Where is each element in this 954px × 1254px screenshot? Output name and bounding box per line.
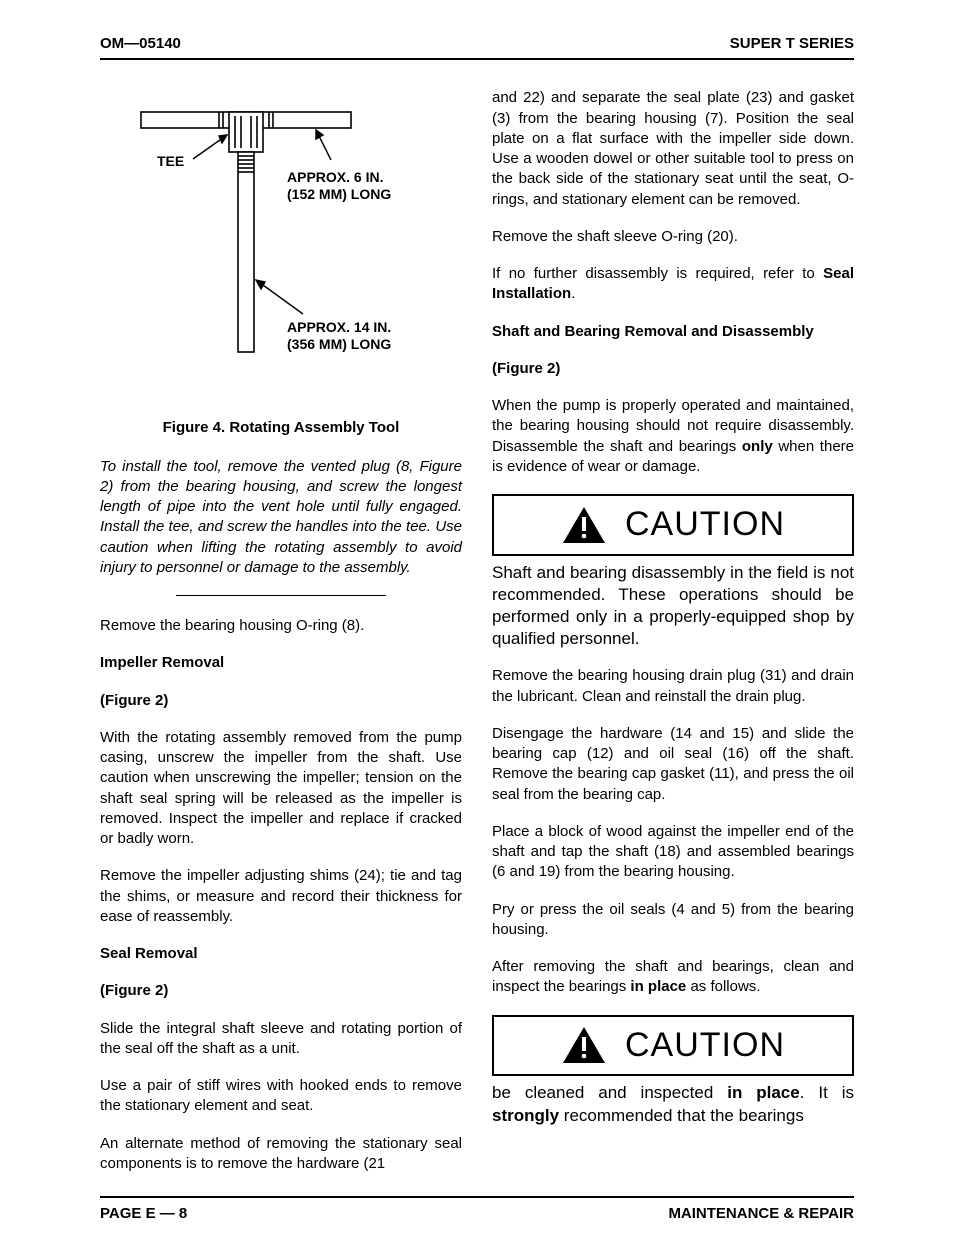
impeller-removal-heading: Impeller Removal [100,653,462,673]
right-p7: Place a block of wood against the impell… [492,822,854,883]
right-p2: Remove the shaft sleeve O-ring (20). [492,227,854,247]
right-p9: After removing the shaft and bearings, c… [492,957,854,998]
right-p1: and 22) and separate the seal plate (23)… [492,88,854,210]
shaft-bearing-heading: Shaft and Bearing Removal and Disassembl… [492,322,854,342]
right-p3-c: . [571,285,575,302]
right-p3: If no further disassembly is required, r… [492,264,854,305]
right-p6: Disengage the hardware (14 and 15) and s… [492,724,854,805]
caution-box-1: CAUTION [492,494,854,556]
diagram-label-14in-1: APPROX. 14 IN. [287,319,391,335]
footer-left: PAGE E — 8 [100,1204,187,1224]
caution-1-body: Shaft and bearing disassembly in the fie… [492,562,854,650]
caution-2-c: . It is [800,1083,854,1102]
right-p8: Pry or press the oil seals (4 and 5) fro… [492,900,854,941]
impeller-removal-p1: With the rotating assembly removed from … [100,728,462,850]
divider [176,595,386,596]
caution-2-body: be cleaned and inspected in place. It is… [492,1082,854,1126]
page-header: OM—05140 SUPER T SERIES [100,34,854,60]
warning-triangle-icon [561,1025,607,1065]
left-column: TEE APPROX. 6 IN. (152 MM) LONG APPROX. … [100,88,462,1174]
diagram-label-tee: TEE [157,153,184,169]
figure-4-diagram: TEE APPROX. 6 IN. (152 MM) LONG APPROX. … [100,88,462,394]
header-right: SUPER T SERIES [730,34,854,54]
diagram-label-6in-1: APPROX. 6 IN. [287,169,383,185]
seal-removal-p1: Slide the integral shaft sleeve and rota… [100,1019,462,1060]
right-p9-b: in place [630,978,686,995]
rotating-assembly-tool-svg: TEE APPROX. 6 IN. (152 MM) LONG APPROX. … [121,104,441,394]
warning-triangle-icon [561,505,607,545]
page: OM—05140 SUPER T SERIES [0,0,954,1254]
seal-removal-p3: An alternate method of removing the stat… [100,1134,462,1175]
caution-1-label: CAUTION [625,502,785,548]
footer-right: MAINTENANCE & REPAIR [668,1204,854,1224]
remove-oring-text: Remove the bearing housing O-ring (8). [100,616,462,636]
page-footer: PAGE E — 8 MAINTENANCE & REPAIR [100,1196,854,1224]
diagram-label-14in-2: (356 MM) LONG [287,336,391,352]
figure-4-caption: Figure 4. Rotating Assembly Tool [100,418,462,438]
right-p3-a: If no further disassembly is required, r… [492,265,823,282]
two-column-layout: TEE APPROX. 6 IN. (152 MM) LONG APPROX. … [100,88,854,1174]
diagram-label-6in-2: (152 MM) LONG [287,186,391,202]
caution-2-d: strongly [492,1106,559,1125]
caution-2-label: CAUTION [625,1023,785,1069]
figure-2-ref-a: (Figure 2) [100,691,462,711]
header-left: OM—05140 [100,34,181,54]
tool-install-note: To install the tool, remove the vented p… [100,457,462,579]
caution-2-a: be cleaned and inspected [492,1083,727,1102]
right-p4-b: only [742,438,773,455]
caution-2-e: recommended that the bearings [559,1106,804,1125]
seal-removal-heading: Seal Removal [100,944,462,964]
right-p9-c: as follows. [686,978,760,995]
figure-2-ref-c: (Figure 2) [492,359,854,379]
figure-2-ref-b: (Figure 2) [100,981,462,1001]
seal-removal-p2: Use a pair of stiff wires with hooked en… [100,1076,462,1117]
caution-box-2: CAUTION [492,1015,854,1077]
impeller-removal-p2: Remove the impeller adjusting shims (24)… [100,866,462,927]
right-column: and 22) and separate the seal plate (23)… [492,88,854,1174]
caution-2-b: in place [727,1083,800,1102]
right-p5: Remove the bearing housing drain plug (3… [492,666,854,707]
right-p4: When the pump is properly operated and m… [492,396,854,477]
